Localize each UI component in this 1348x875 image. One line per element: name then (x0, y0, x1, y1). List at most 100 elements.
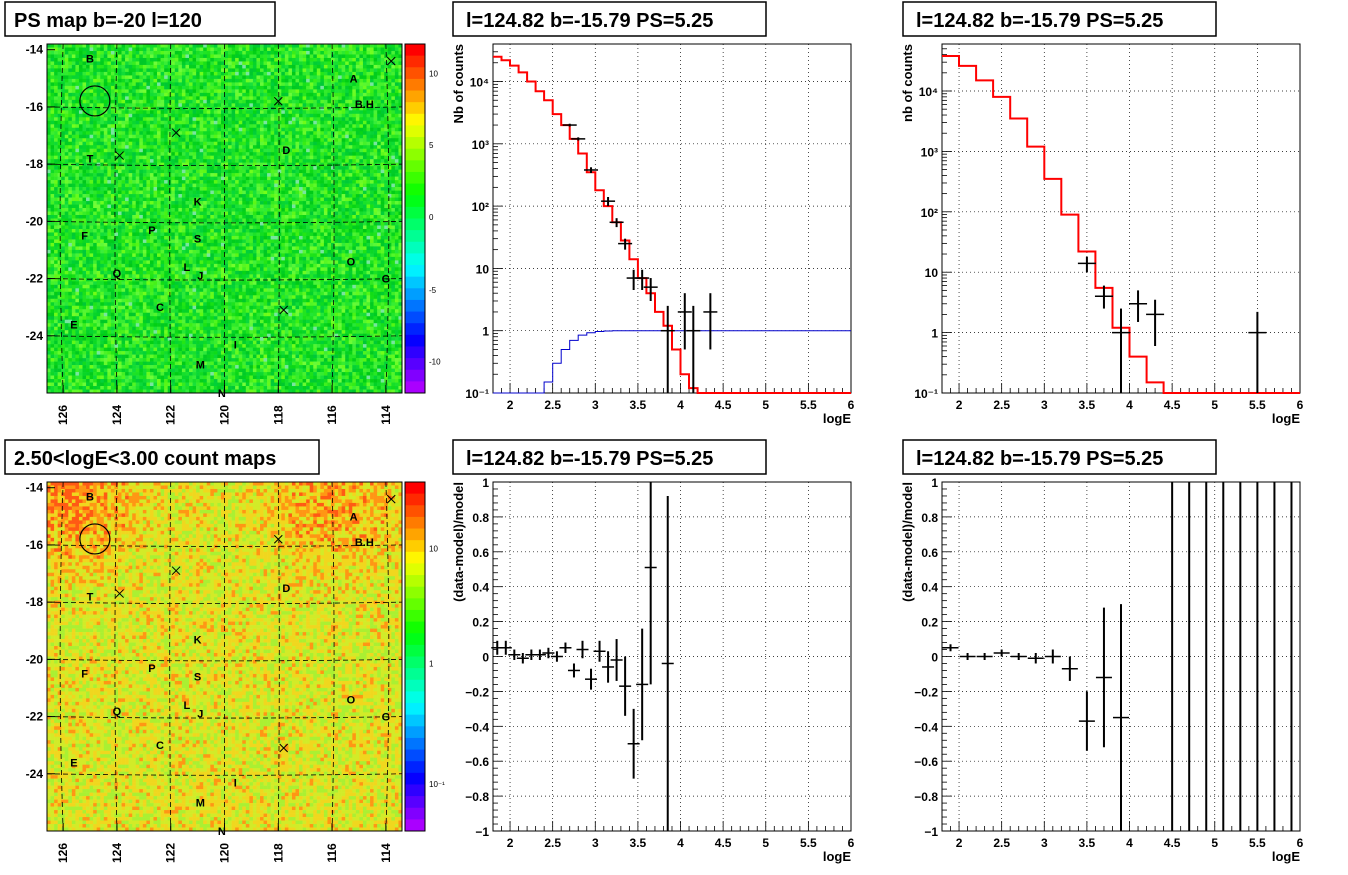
map-cell (302, 131, 307, 136)
map-cell (125, 99, 129, 104)
map-cell (160, 127, 165, 132)
map-cell (291, 117, 296, 122)
map-cell (189, 82, 193, 87)
map-cell (164, 166, 168, 170)
map-cell (377, 208, 381, 212)
map-cell (217, 176, 222, 181)
map-cell (210, 110, 215, 115)
map-cell (125, 131, 129, 136)
map-cell (327, 89, 332, 94)
map-cell (75, 187, 80, 191)
map-cell (281, 78, 286, 83)
map-cell (135, 64, 140, 69)
map-cell (334, 215, 339, 219)
map-cell (228, 148, 232, 153)
map-cell (75, 194, 80, 198)
map-cell (192, 68, 197, 73)
map-cell (245, 61, 250, 66)
map-cell (171, 166, 176, 170)
map-cell (320, 44, 325, 48)
map-cell (235, 124, 239, 129)
map-cell (64, 75, 69, 80)
map-cell (75, 145, 80, 149)
map-cell (189, 120, 193, 125)
map-cell (252, 131, 257, 136)
map-cell (281, 169, 286, 174)
map-cell (313, 194, 318, 198)
map-cell (189, 110, 193, 115)
map-cell (118, 204, 122, 209)
map-cell (89, 204, 94, 209)
map-cell (327, 176, 332, 181)
map-cell (387, 148, 392, 153)
map-cell (320, 71, 325, 76)
map-cell (139, 138, 144, 143)
map-cell (277, 173, 282, 177)
map-cell (295, 99, 300, 104)
map-cell (334, 96, 339, 101)
map-cell (121, 82, 126, 87)
map-cell (93, 169, 97, 174)
map-cell (125, 155, 129, 160)
map-cell (366, 155, 371, 160)
map-cell (54, 64, 58, 69)
map-cell (245, 89, 250, 94)
map-cell (64, 78, 69, 83)
map-cell (348, 134, 353, 139)
map-cell (167, 57, 172, 62)
map-cell (345, 92, 350, 97)
map-cell (256, 71, 261, 76)
map-cell (220, 201, 225, 205)
map-cell (291, 110, 296, 115)
map-cell (320, 127, 325, 132)
map-cell (373, 99, 378, 104)
map-cell (167, 89, 172, 94)
map-cell (327, 99, 332, 104)
map-cell (54, 120, 58, 125)
map-cell (281, 194, 286, 198)
map-cell (220, 57, 225, 62)
map-cell (377, 201, 381, 205)
map-cell (164, 50, 168, 55)
map-cell (391, 173, 396, 177)
map-cell (235, 187, 239, 191)
map-cell (125, 124, 129, 129)
map-cell (103, 127, 108, 132)
map-cell (82, 57, 87, 62)
map-cell (75, 215, 80, 219)
map-cell (398, 197, 403, 202)
map-cell (277, 152, 282, 156)
map-cell (387, 64, 392, 69)
map-cell (199, 89, 204, 94)
map-cell (121, 208, 126, 212)
map-cell (61, 183, 66, 188)
map-cell (167, 106, 172, 111)
map-cell (398, 64, 403, 69)
map-cell (50, 71, 55, 76)
map-cell (313, 47, 318, 52)
map-cell (157, 124, 161, 129)
map-cell (323, 169, 328, 174)
map-cell (139, 155, 144, 160)
map-cell (267, 103, 271, 108)
map-cell (78, 78, 83, 83)
map-cell (309, 145, 314, 149)
map-cell (291, 124, 296, 129)
map-cell (263, 138, 268, 143)
map-cell (210, 162, 215, 167)
map-cell (359, 68, 364, 73)
map-cell (103, 215, 108, 219)
map-cell (359, 61, 364, 66)
map-cell (75, 211, 80, 216)
map-cell (196, 106, 200, 111)
map-cell (228, 176, 232, 181)
map-cell (75, 57, 80, 62)
map-cell (107, 78, 112, 83)
map-cell (291, 138, 296, 143)
map-cell (334, 110, 339, 115)
map-cell (387, 138, 392, 143)
map-cell (380, 110, 385, 115)
map-cell (260, 61, 264, 66)
map-cell (323, 85, 328, 90)
map-cell (352, 68, 357, 73)
